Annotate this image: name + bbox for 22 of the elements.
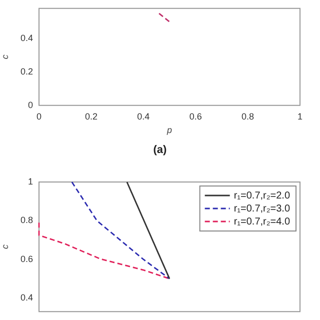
legend-label: r₁=0.7,r₂=4.0 xyxy=(234,216,290,228)
line-series xyxy=(71,181,170,280)
y-tick-label: 0.4 xyxy=(20,32,33,43)
x-tick-label: 0.8 xyxy=(242,111,254,122)
x-axis-title: p xyxy=(166,125,172,136)
y-tick-label: 0 xyxy=(28,100,33,110)
y-tick-label: 0.2 xyxy=(20,66,33,76)
text: (a) xyxy=(152,143,168,158)
x-tick-label: 0 xyxy=(36,111,42,122)
y-tick-label: 0.4 xyxy=(20,292,33,303)
x-tick-label: 0.6 xyxy=(189,111,202,122)
x-tick-label: 0.2 xyxy=(84,111,98,122)
x-tick-label: 1 xyxy=(297,111,303,122)
y-axis-title: c xyxy=(0,54,10,60)
legend-label: r₁=0.7,r₂=2.0 xyxy=(234,190,290,202)
y-tick-label: 1 xyxy=(28,176,33,186)
line-series xyxy=(38,222,170,280)
x-tick-label: 0.4 xyxy=(137,111,150,122)
y-tick-label: 0.8 xyxy=(20,215,33,226)
y-axis-title: c xyxy=(0,244,10,250)
legend-label: r₁=0.7,r₂=3.0 xyxy=(234,203,290,214)
y-tick-label: 0.6 xyxy=(20,254,33,264)
